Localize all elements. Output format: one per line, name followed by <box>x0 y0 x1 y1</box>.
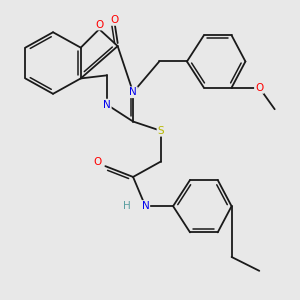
Text: O: O <box>255 83 263 93</box>
Text: S: S <box>158 126 164 136</box>
Text: O: O <box>94 157 102 166</box>
Text: N: N <box>129 87 137 97</box>
Text: H: H <box>123 201 131 211</box>
Text: N: N <box>142 201 149 211</box>
Text: O: O <box>110 15 119 25</box>
Text: O: O <box>255 83 263 93</box>
Text: N: N <box>142 201 149 211</box>
Text: N: N <box>103 100 111 110</box>
Text: O: O <box>95 20 103 30</box>
Text: H: H <box>123 201 131 211</box>
